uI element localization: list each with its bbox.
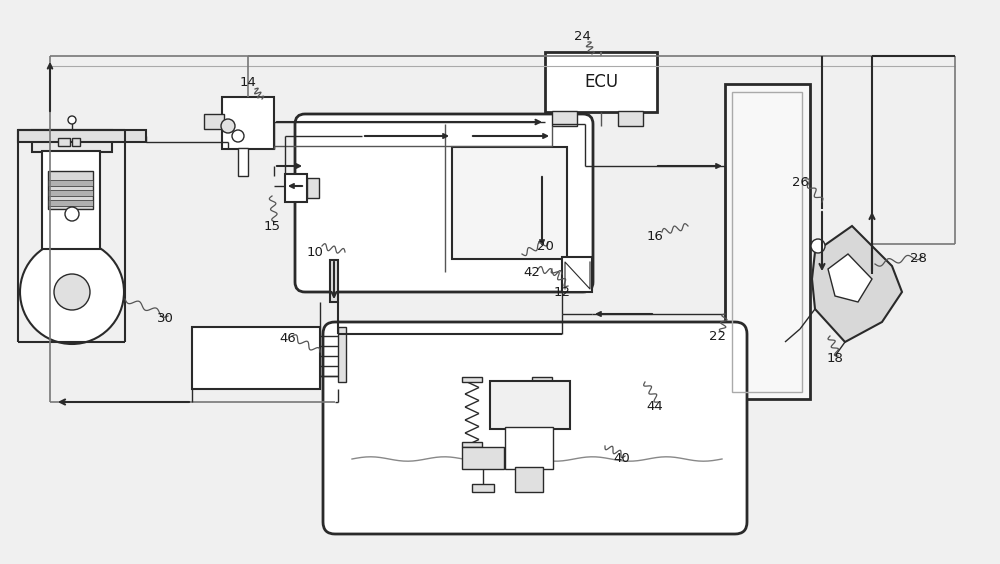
FancyBboxPatch shape [295, 114, 593, 292]
Circle shape [68, 116, 76, 124]
Bar [338, 327, 346, 382]
Text: 46: 46 [280, 333, 296, 346]
Bar [515, 467, 543, 492]
Bar [58, 138, 70, 146]
Circle shape [20, 240, 124, 344]
Bar [452, 147, 567, 259]
Bar [552, 111, 577, 126]
Bar [330, 260, 338, 302]
Bar [462, 447, 504, 469]
FancyBboxPatch shape [323, 322, 747, 534]
Bar [204, 114, 224, 129]
Text: 16: 16 [647, 230, 663, 243]
Bar [238, 148, 248, 176]
Bar [18, 130, 146, 142]
Text: 28: 28 [910, 253, 926, 266]
Text: 30: 30 [157, 312, 173, 325]
Text: ECU: ECU [584, 73, 618, 91]
Polygon shape [812, 226, 902, 342]
Text: 22: 22 [710, 329, 726, 342]
Circle shape [221, 119, 235, 133]
Bar [462, 377, 482, 382]
Bar [462, 442, 482, 447]
Text: 44: 44 [647, 399, 663, 412]
Bar [48, 171, 93, 209]
Circle shape [54, 274, 90, 310]
Bar [285, 174, 307, 202]
Bar [545, 52, 657, 112]
Bar [42, 151, 100, 249]
Circle shape [65, 207, 79, 221]
Bar [32, 130, 112, 152]
Circle shape [232, 130, 244, 142]
Bar [618, 111, 643, 126]
Bar [505, 427, 553, 469]
Bar [532, 377, 552, 382]
Text: 42: 42 [524, 266, 540, 279]
Text: 26: 26 [792, 175, 808, 188]
Bar [307, 178, 319, 198]
Text: 40: 40 [614, 452, 630, 465]
Bar [192, 327, 320, 389]
Bar [732, 92, 802, 392]
Text: 20: 20 [537, 240, 553, 253]
Bar [490, 381, 570, 429]
Text: 15: 15 [264, 219, 280, 232]
Text: 18: 18 [827, 352, 843, 365]
Bar [48, 190, 93, 196]
Bar [562, 257, 592, 292]
Bar [725, 84, 810, 399]
Bar [48, 200, 93, 206]
Bar [48, 180, 93, 186]
Bar [222, 97, 274, 149]
Text: 10: 10 [307, 245, 323, 258]
Text: 12: 12 [554, 285, 570, 298]
Circle shape [811, 239, 825, 253]
Text: 14: 14 [240, 76, 256, 89]
Polygon shape [828, 254, 872, 302]
Text: 24: 24 [574, 29, 590, 42]
Bar [72, 138, 80, 146]
Bar [472, 484, 494, 492]
